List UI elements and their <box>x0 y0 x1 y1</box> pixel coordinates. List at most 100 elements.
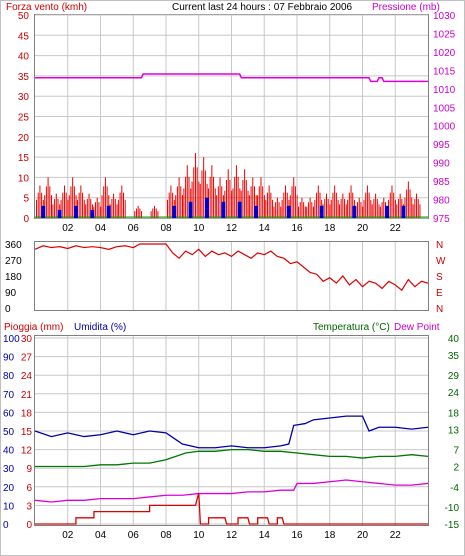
gust-bar-8 <box>221 201 226 218</box>
gust-bar-5 <box>172 205 177 218</box>
direction-compass-tick-4: N <box>436 240 443 251</box>
direction-compass-tick-1: E <box>436 288 443 299</box>
gust-bar-13 <box>352 205 357 218</box>
rain-tick-9: 9 <box>26 464 32 475</box>
temperature-tick-29: 29 <box>448 371 460 382</box>
temperature-tick--10: -10 <box>445 503 460 514</box>
humidity-tick-40: 40 <box>3 446 15 457</box>
direction-deg-tick-0: 0 <box>5 304 11 315</box>
gust-bar-15 <box>401 205 406 218</box>
direction-compass-tick-2: S <box>436 272 443 283</box>
gust-bar-4 <box>106 205 111 218</box>
gust-bar-6 <box>188 201 193 218</box>
rain-humidity-temp-series <box>34 415 429 525</box>
gust-bar-9 <box>237 201 242 218</box>
x-tick-top-10: 10 <box>193 223 205 234</box>
dew-point-axis-label: Dew Point <box>394 322 440 333</box>
rain-tick-30: 30 <box>21 334 33 345</box>
humidity-tick-70: 70 <box>3 390 15 401</box>
x-tick-top-08: 08 <box>160 223 172 234</box>
humidity-tick-50: 50 <box>3 427 15 438</box>
wind-tick-30: 30 <box>18 92 30 103</box>
temperature-tick-13: 13 <box>448 425 460 436</box>
direction-deg-tick-270: 270 <box>5 256 22 267</box>
gust-bar-0 <box>41 205 46 218</box>
humidity-tick-60: 60 <box>3 408 15 419</box>
rain-tick-3: 3 <box>26 501 32 512</box>
humidity-tick-10: 10 <box>3 501 15 512</box>
temperature-tick-7: 7 <box>453 446 459 457</box>
humidity-tick-100: 100 <box>3 334 20 345</box>
series-line-1 <box>35 448 429 468</box>
x-tick-bottom-14: 14 <box>259 530 271 541</box>
x-tick-top-02: 02 <box>62 223 74 234</box>
wind-axis-label: Forza vento (kmh) <box>6 2 87 13</box>
gust-bar-3 <box>90 209 95 218</box>
bottom-x-ticks: 02 04 06 08 10 12 14 16 18 20 22 <box>62 530 401 541</box>
temperature-tick-40: 40 <box>448 334 460 345</box>
wind-tick-25: 25 <box>18 113 30 124</box>
pressure-tick-995: 995 <box>433 140 450 151</box>
direction-deg-tick-360: 360 <box>5 240 22 251</box>
gust-bars <box>41 197 406 218</box>
x-tick-bottom-08: 08 <box>160 530 172 541</box>
humidity-axis-label: Umidita (%) <box>74 322 126 333</box>
pressure-tick-1025: 1025 <box>433 29 456 40</box>
pressure-tick-1015: 1015 <box>433 66 456 77</box>
gust-bar-12 <box>319 205 324 218</box>
rain-tick-15: 15 <box>21 427 33 438</box>
temperature-tick-35: 35 <box>448 351 460 362</box>
pressure-tick-1000: 1000 <box>433 122 456 133</box>
rain-tick-24: 24 <box>21 371 33 382</box>
direction-compass-tick-0: N <box>436 304 443 315</box>
gust-bar-11 <box>286 205 291 218</box>
pressure-line <box>35 73 428 83</box>
wind-x-ticks: 02 04 06 08 10 12 14 16 18 20 22 <box>62 223 401 234</box>
x-tick-top-14: 14 <box>259 223 271 234</box>
wind-tick-20: 20 <box>18 133 30 144</box>
x-tick-top-16: 16 <box>291 223 303 234</box>
pressure-tick-985: 985 <box>433 177 450 188</box>
series-line-0 <box>34 415 429 449</box>
x-tick-bottom-04: 04 <box>95 530 107 541</box>
x-tick-bottom-12: 12 <box>226 530 238 541</box>
chart-title: Current last 24 hours : 07 Febbraio 2006 <box>172 2 353 13</box>
temperature-tick--4: -4 <box>450 483 459 494</box>
rain-tick-18: 18 <box>21 408 33 419</box>
x-tick-top-18: 18 <box>324 223 336 234</box>
direction-degree-ticks: 0 90 180 270 360 <box>5 240 22 315</box>
rain-tick-6: 6 <box>26 483 32 494</box>
humidity-tick-80: 80 <box>3 371 15 382</box>
pressure-axis-label: Pressione (mb) <box>372 2 440 13</box>
pressure-tick-1005: 1005 <box>433 103 456 114</box>
series-line-2 <box>34 479 429 503</box>
wind-tick-40: 40 <box>18 52 30 63</box>
x-tick-top-06: 06 <box>128 223 140 234</box>
direction-deg-tick-180: 180 <box>5 272 22 283</box>
series-line-3 <box>35 492 428 525</box>
x-tick-bottom-06: 06 <box>128 530 140 541</box>
temperature-tick-18: 18 <box>448 408 460 419</box>
humidity-tick-90: 90 <box>3 353 15 364</box>
pressure-tick-1020: 1020 <box>433 48 456 59</box>
direction-grid <box>67 242 396 310</box>
pressure-tick-980: 980 <box>433 196 450 207</box>
rain-tick-21: 21 <box>21 390 33 401</box>
pressure-series <box>35 73 428 83</box>
wind-tick-5: 5 <box>23 194 29 205</box>
direction-compass-tick-3: W <box>436 256 446 267</box>
wind-tick-45: 45 <box>18 31 30 42</box>
wind-tick-35: 35 <box>18 72 30 83</box>
humidity-tick-0: 0 <box>3 520 9 531</box>
temperature-axis-label: Temperatura (°C) <box>313 322 390 333</box>
pressure-tick-1010: 1010 <box>433 85 456 96</box>
direction-deg-tick-90: 90 <box>5 288 17 299</box>
wind-tick-50: 50 <box>18 11 30 22</box>
x-tick-top-22: 22 <box>390 223 402 234</box>
rain-tick-0: 0 <box>26 520 32 531</box>
x-tick-bottom-02: 02 <box>62 530 74 541</box>
rain-y-ticks: 0 3 6 9 12 15 18 21 24 27 30 <box>21 334 33 531</box>
